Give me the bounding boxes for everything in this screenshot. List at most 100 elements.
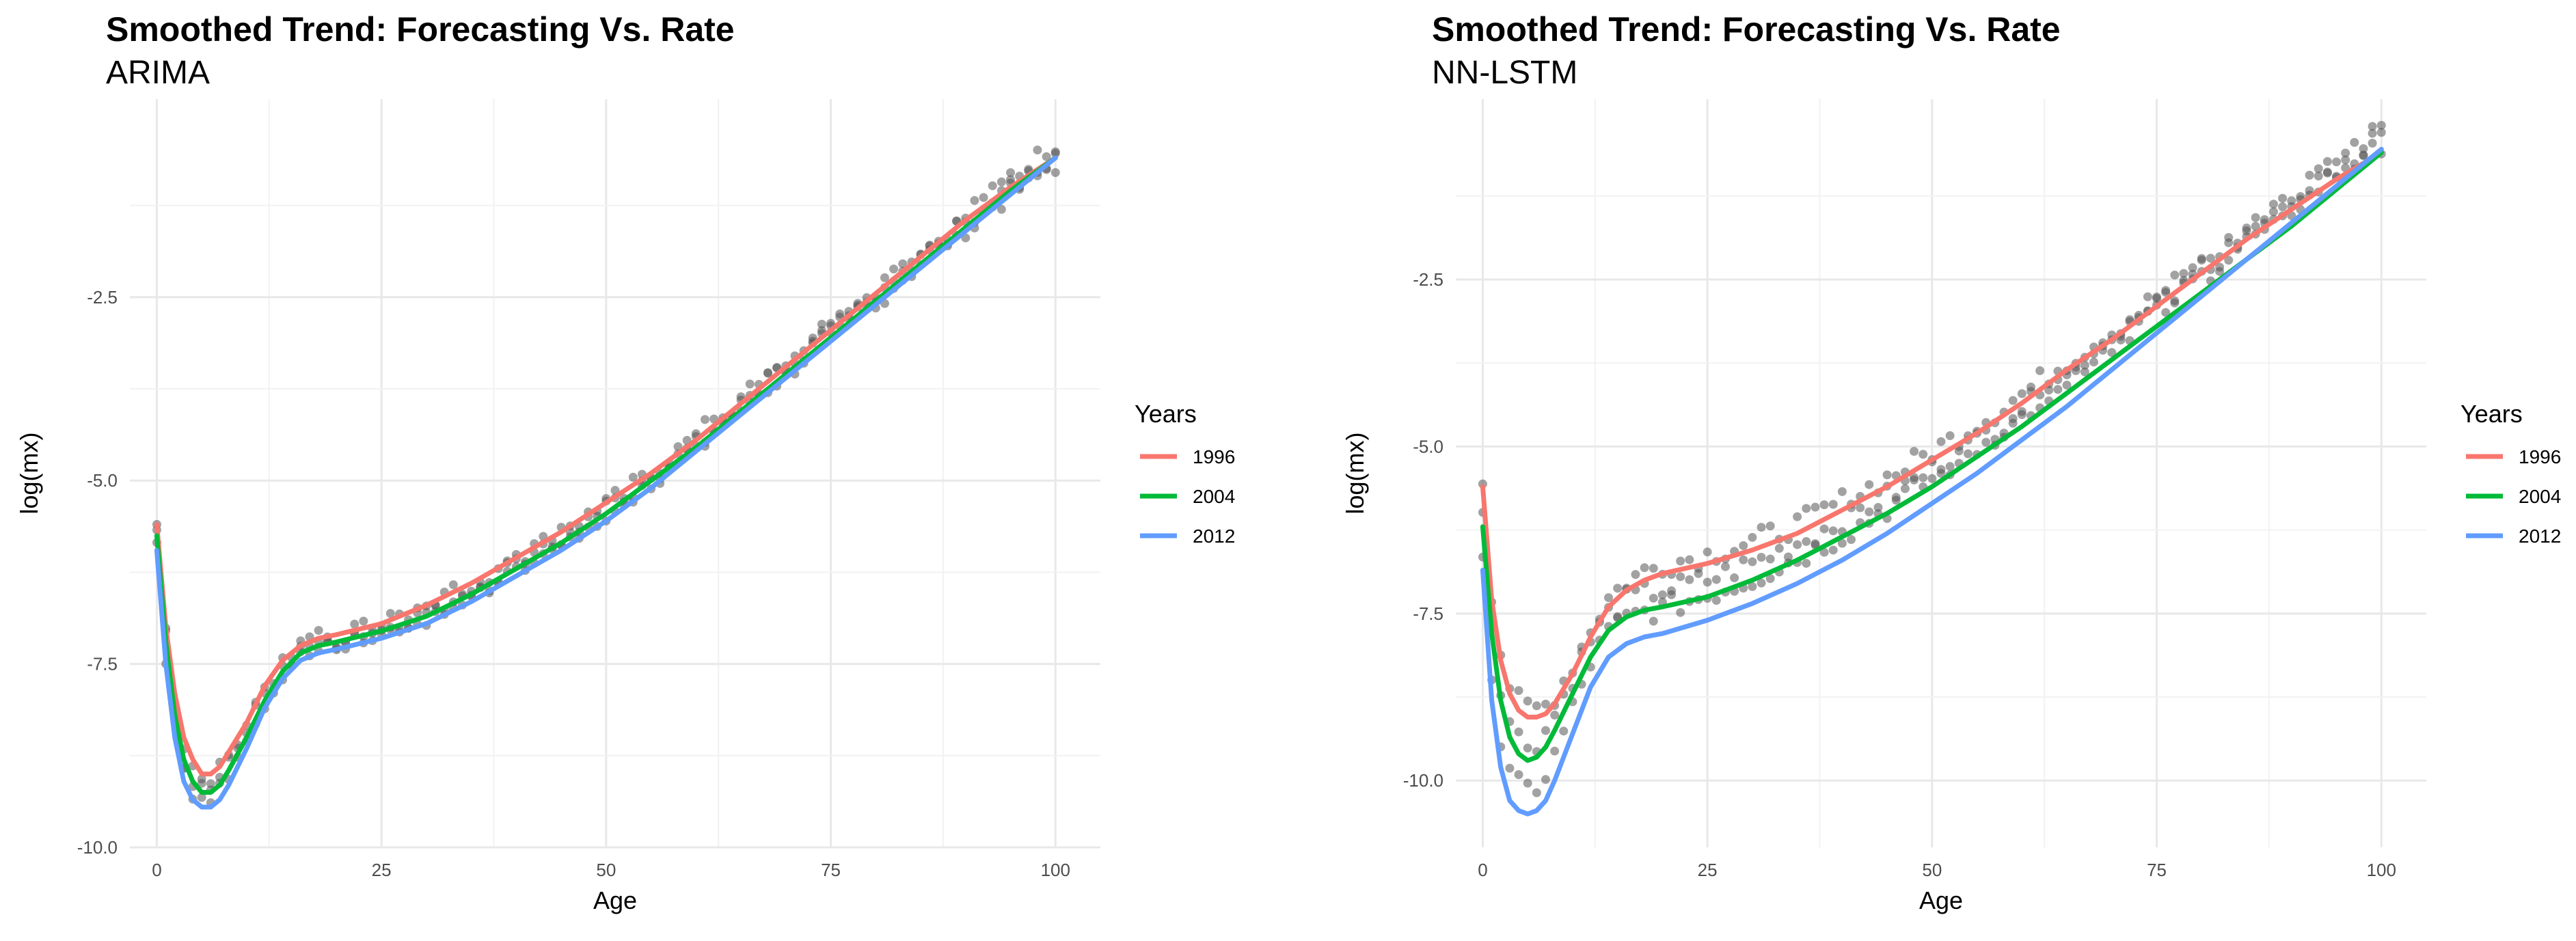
legend-label-1996: 1996 xyxy=(2519,446,2561,467)
data-point xyxy=(1828,500,1838,509)
data-point xyxy=(2107,348,2117,357)
data-point xyxy=(206,779,215,789)
data-point xyxy=(1774,543,1784,553)
data-point xyxy=(1783,552,1793,562)
data-point xyxy=(2044,385,2054,395)
data-point xyxy=(2332,157,2342,167)
data-point xyxy=(1981,437,1991,447)
data-point xyxy=(2143,292,2152,301)
data-point xyxy=(1613,584,1623,593)
data-point xyxy=(2080,360,2089,370)
data-point xyxy=(1720,562,1730,571)
data-point xyxy=(2224,238,2234,247)
legend-label-1996: 1996 xyxy=(1193,446,1235,467)
data-point xyxy=(1748,582,1757,591)
data-point xyxy=(1505,763,1515,773)
data-point xyxy=(1927,474,1937,483)
data-point xyxy=(1550,746,1560,756)
data-point xyxy=(1640,563,1649,573)
data-point xyxy=(197,793,206,802)
data-point xyxy=(1694,569,1703,578)
data-point xyxy=(314,625,323,635)
chart-title: Smoothed Trend: Forecasting Vs. Rate xyxy=(1432,10,2061,49)
data-point xyxy=(1910,475,1919,485)
data-point xyxy=(1667,590,1677,599)
data-point xyxy=(2268,207,2278,217)
data-point xyxy=(2008,414,2018,424)
data-point xyxy=(1919,473,1928,482)
data-point xyxy=(2368,122,2377,131)
data-point xyxy=(1856,503,1865,513)
legend-label-2012: 2012 xyxy=(1193,526,1235,547)
data-point xyxy=(2359,144,2368,154)
y-tick-label: -5.0 xyxy=(1413,436,1443,456)
data-point xyxy=(1757,578,1766,588)
data-point xyxy=(2080,367,2089,377)
data-point xyxy=(996,177,1006,187)
x-tick-label: 75 xyxy=(821,860,841,880)
data-point xyxy=(2170,298,2180,308)
y-axis-label: log(mx) xyxy=(1341,432,1369,514)
data-point xyxy=(2017,407,2026,416)
data-point xyxy=(1963,449,1972,459)
data-point xyxy=(2215,262,2225,272)
x-tick-label: 50 xyxy=(596,860,616,880)
data-point xyxy=(1865,507,1874,517)
data-point xyxy=(1819,524,1829,534)
data-point xyxy=(1765,554,1775,564)
data-point xyxy=(2322,156,2332,166)
data-point xyxy=(1802,558,1811,568)
data-point xyxy=(2268,200,2278,209)
chart-subtitle: NN-LSTM xyxy=(1432,55,1577,91)
data-point xyxy=(1050,167,1060,177)
series-line-1996 xyxy=(1480,150,2384,720)
data-point xyxy=(2035,366,2045,375)
data-point xyxy=(1936,437,1946,446)
series-lines xyxy=(154,155,1058,810)
data-point xyxy=(2350,137,2359,147)
x-tick-label: 0 xyxy=(152,860,161,880)
data-point xyxy=(1757,523,1766,532)
data-point xyxy=(1541,775,1550,785)
data-point xyxy=(1604,593,1614,603)
data-point xyxy=(1819,547,1829,557)
data-point xyxy=(1837,487,1847,496)
data-point xyxy=(2251,221,2260,231)
data-point xyxy=(1523,778,1532,788)
y-axis-label: log(mx) xyxy=(15,432,43,514)
data-point xyxy=(1541,726,1550,735)
y-tick-label: -7.5 xyxy=(87,654,118,674)
chart-subtitle: ARIMA xyxy=(106,55,210,91)
data-point xyxy=(1676,572,1685,582)
data-point xyxy=(700,415,709,424)
data-point xyxy=(1802,536,1811,546)
data-point xyxy=(1919,450,1928,459)
y-tick-label: -5.0 xyxy=(87,470,118,491)
data-point xyxy=(1649,593,1658,603)
y-tick-label: -10.0 xyxy=(1403,770,1443,791)
data-point xyxy=(1559,726,1569,736)
data-point xyxy=(2376,128,2386,137)
data-point xyxy=(1657,590,1667,599)
x-tick-label: 50 xyxy=(1922,860,1942,880)
data-point xyxy=(1739,541,1748,550)
x-tick-label: 25 xyxy=(1698,860,1718,880)
data-point xyxy=(2314,164,2323,174)
data-point xyxy=(1954,446,1964,456)
data-point xyxy=(2251,213,2260,222)
legend: Years 1996 2004 2012 xyxy=(1135,400,1235,547)
x-tick-label: 100 xyxy=(2367,860,2396,880)
data-point xyxy=(1676,556,1685,566)
data-point xyxy=(1711,575,1721,584)
series-line-2012 xyxy=(154,155,1058,810)
data-point xyxy=(1523,744,1532,753)
legend-label-2004: 2004 xyxy=(1193,486,1235,507)
data-point xyxy=(1685,555,1694,564)
series-line-2004 xyxy=(154,155,1058,795)
data-point xyxy=(2179,269,2188,278)
x-axis-label: Age xyxy=(1919,886,1963,914)
data-point xyxy=(1033,146,1042,155)
data-point xyxy=(970,195,979,205)
data-point xyxy=(1865,480,1874,489)
data-point xyxy=(1703,577,1712,587)
